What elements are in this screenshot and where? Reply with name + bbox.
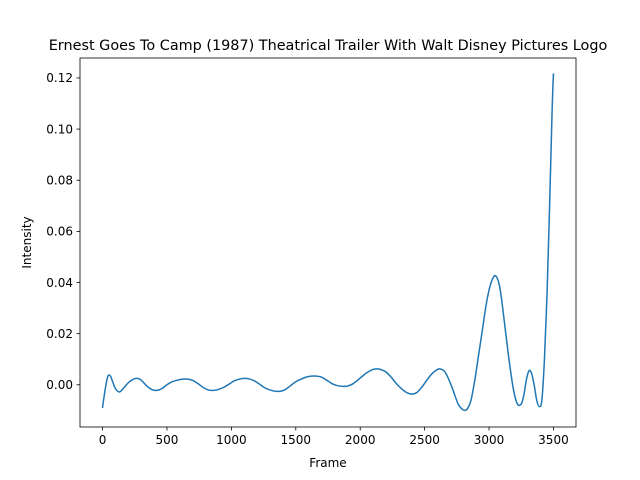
chart-title: Ernest Goes To Camp (1987) Theatrical Tr… (49, 38, 608, 54)
x-tick-label: 2000 (345, 433, 376, 447)
y-axis-label: Intensity (20, 216, 34, 268)
y-tick-label: 0.10 (46, 122, 73, 136)
y-tick-label: 0.08 (46, 174, 73, 188)
x-tick-label: 3500 (538, 433, 569, 447)
plot-frame (79, 57, 577, 428)
ticks-layer: 0 500 1000 1500 2000 2500 3000 3500 0.00 0.02 0.04… (46, 71, 568, 447)
x-tick-label: 500 (156, 433, 179, 447)
y-tick-label: 0.00 (46, 378, 73, 392)
x-axis-label: Frame (309, 456, 346, 470)
x-tick-label: 1000 (216, 433, 247, 447)
plot-area (80, 58, 576, 427)
x-tick-label: 0 (99, 433, 107, 447)
x-tick-label: 2500 (409, 433, 440, 447)
intensity-line (101, 73, 555, 412)
y-tick-label: 0.06 (46, 225, 73, 239)
x-tick-label: 3000 (474, 433, 505, 447)
y-tick-label: 0.04 (46, 276, 73, 290)
y-tick-label: 0.12 (46, 71, 73, 85)
y-tick-label: 0.02 (46, 327, 73, 341)
x-tick-label: 1500 (281, 433, 312, 447)
